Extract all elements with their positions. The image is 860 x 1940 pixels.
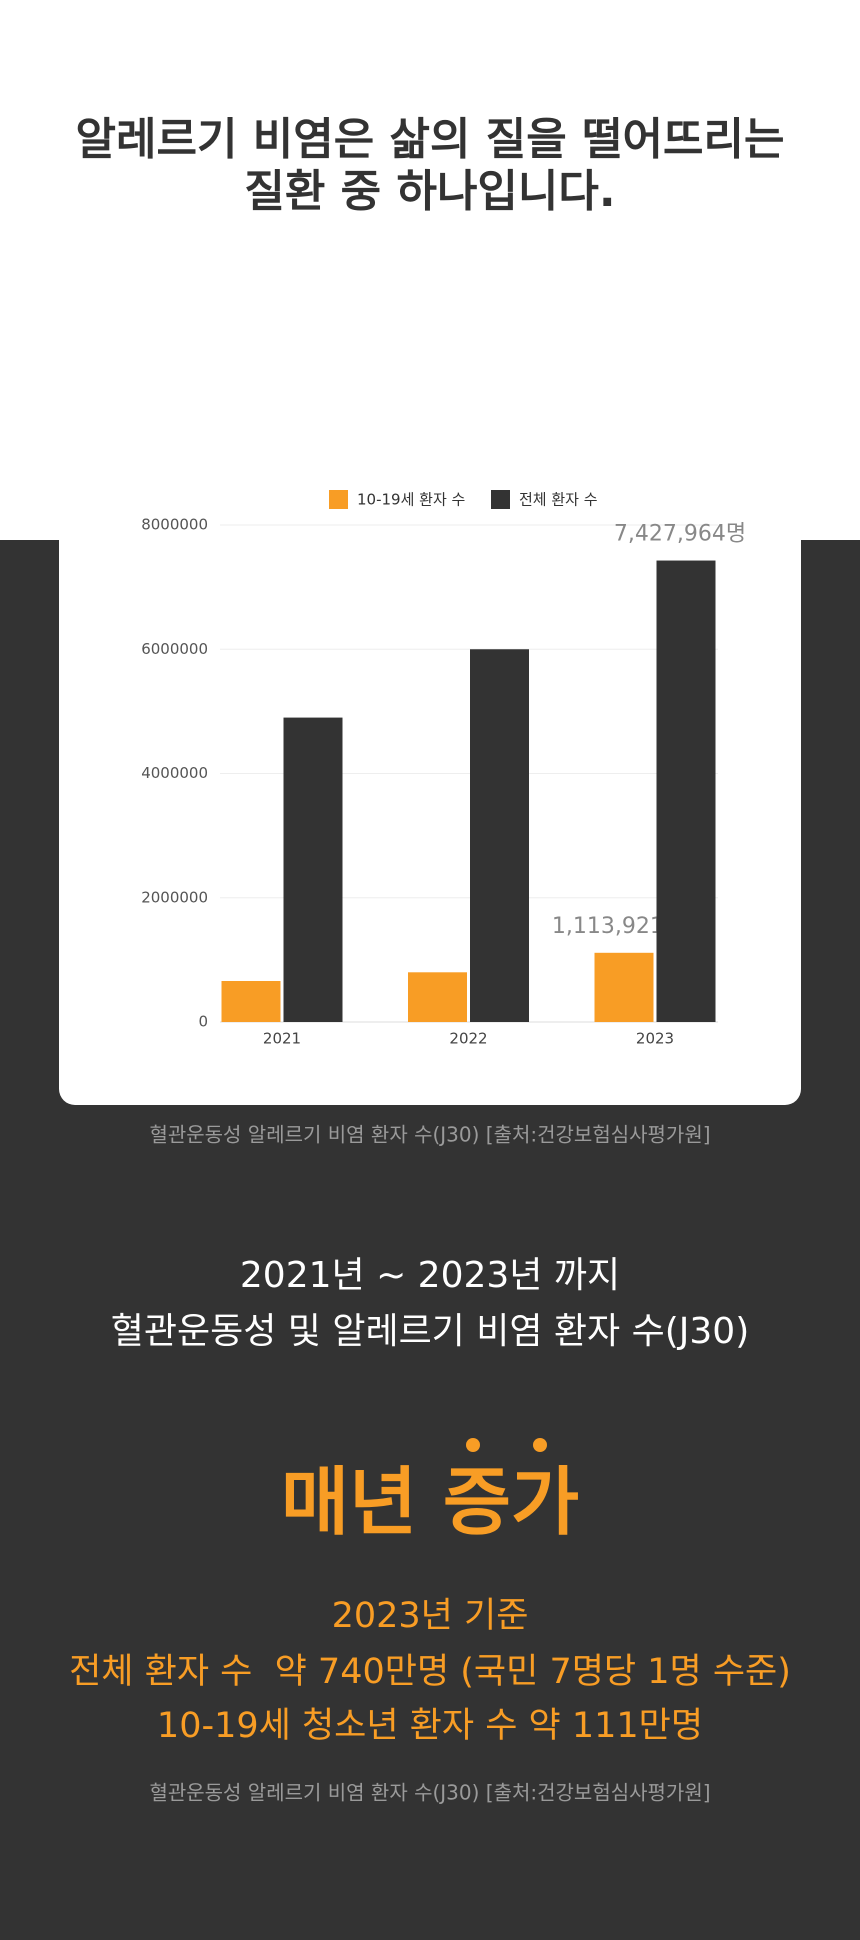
caption: 혈관운동성 알레르기 비염 환자 수(J30) [출처:건강보험심사평가원] — [149, 1123, 710, 1147]
emphasis-dot — [533, 1438, 547, 1452]
bar — [594, 952, 654, 1022]
bar — [221, 980, 281, 1022]
bar — [470, 649, 529, 1022]
title-line: 알레르기 비염은 삶의 질을 떨어뜨리는 — [76, 114, 785, 165]
legend-swatch — [491, 490, 510, 509]
x-tick-label: 2022 — [449, 1030, 487, 1048]
emphasis-dot — [466, 1438, 480, 1452]
x-tick-label: 2023 — [636, 1030, 674, 1048]
detail-line: 전체 환자 수 약 740만명 (국민 7명당 1명 수준) — [69, 1652, 791, 1692]
bar — [283, 717, 343, 1022]
summary-line: 2021년 ~ 2023년 까지 — [240, 1255, 620, 1296]
data-label: 7,427,964명 — [614, 522, 746, 547]
y-tick-label: 4000000 — [141, 764, 208, 782]
caption: 혈관운동성 알레르기 비염 환자 수(J30) [출처:건강보험심사평가원] — [149, 1781, 710, 1805]
y-tick-label: 2000000 — [141, 888, 208, 906]
legend-swatch — [329, 490, 348, 509]
legend-label: 10-19세 환자 수 — [357, 491, 465, 509]
legend-label: 전체 환자 수 — [519, 491, 598, 509]
y-tick-label: 8000000 — [141, 516, 208, 534]
chart-card — [59, 397, 801, 1105]
detail-line: 10-19세 청소년 환자 수 약 111만명 — [157, 1706, 703, 1746]
title-line: 질환 중 하나입니다. — [244, 166, 615, 217]
summary-line: 혈관운동성 및 알레르기 비염 환자 수(J30) — [111, 1311, 750, 1352]
detail-line: 2023년 기준 — [332, 1596, 529, 1636]
y-tick-label: 0 — [198, 1013, 208, 1031]
highlight: 매년 증가 — [281, 1460, 579, 1546]
bar — [408, 972, 467, 1022]
y-tick-label: 6000000 — [141, 640, 208, 658]
x-tick-label: 2021 — [263, 1030, 301, 1048]
bar — [656, 560, 716, 1022]
